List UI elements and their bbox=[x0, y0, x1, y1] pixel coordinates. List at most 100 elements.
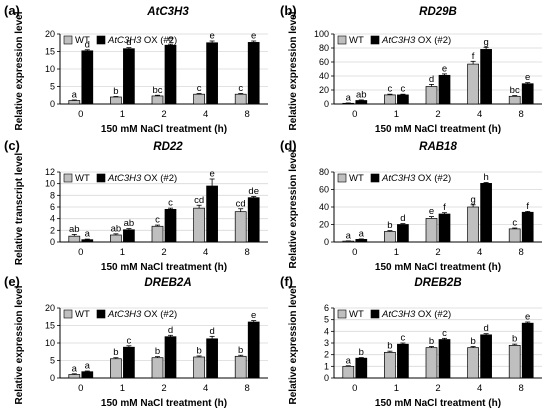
bar-wt bbox=[110, 96, 122, 105]
x-axis-label: 150 mM NaCl treatment (h) bbox=[101, 398, 227, 409]
bar-ox bbox=[397, 94, 409, 105]
legend-swatch-wt bbox=[63, 309, 73, 319]
y-tick-label: 6 bbox=[324, 303, 329, 313]
bar-wt bbox=[110, 234, 122, 243]
bar-ox bbox=[164, 208, 177, 243]
y-tick-label: 0 bbox=[50, 237, 55, 247]
x-tick-label: 2 bbox=[161, 109, 166, 120]
significance-letter: c bbox=[155, 215, 160, 226]
legend-swatch-wt bbox=[63, 35, 73, 45]
x-tick-label: 4 bbox=[477, 247, 482, 258]
significance-letter: d bbox=[126, 37, 131, 48]
significance-letter: d bbox=[209, 326, 214, 337]
x-axis-label: 150 mM NaCl treatment (h) bbox=[375, 398, 501, 409]
bar-ox bbox=[355, 239, 368, 243]
y-tick-label: 10 bbox=[45, 338, 55, 348]
y-tick-label: 4 bbox=[324, 326, 329, 336]
significance-letter: e bbox=[251, 31, 256, 42]
legend-swatch-wt bbox=[63, 173, 73, 183]
legend-label-wt: WT bbox=[75, 309, 90, 320]
significance-letter: e bbox=[168, 34, 173, 45]
x-tick-label: 1 bbox=[394, 383, 399, 394]
significance-letter: f bbox=[526, 201, 529, 212]
panel-label: (e) bbox=[4, 274, 20, 289]
significance-letter: bc bbox=[510, 85, 520, 96]
x-tick-label: 8 bbox=[245, 383, 250, 394]
y-tick-label: 20 bbox=[319, 85, 329, 95]
bar-ox bbox=[247, 42, 260, 105]
significance-letter: de bbox=[248, 186, 259, 197]
legend-swatch-ox bbox=[96, 173, 106, 183]
x-axis-label: 150 mM NaCl treatment (h) bbox=[101, 124, 227, 135]
chart-title: RD22 bbox=[153, 141, 183, 153]
legend-label-wt: WT bbox=[349, 173, 364, 184]
significance-letter: b bbox=[359, 347, 364, 358]
y-tick-label: 0 bbox=[324, 99, 329, 109]
bar-wt bbox=[467, 206, 479, 243]
bar-wt bbox=[384, 351, 396, 379]
y-axis-label: Relative expression level bbox=[14, 285, 25, 404]
y-tick-label: 0 bbox=[50, 373, 55, 383]
y-tick-label: 4 bbox=[50, 214, 55, 224]
y-tick-label: 2 bbox=[324, 350, 329, 360]
bar-ox bbox=[206, 42, 218, 105]
bar-ox bbox=[247, 197, 260, 243]
x-tick-label: 8 bbox=[245, 247, 250, 258]
bar-ox bbox=[480, 183, 492, 243]
significance-letter: f bbox=[472, 51, 475, 62]
x-tick-label: 0 bbox=[78, 109, 83, 120]
x-tick-label: 0 bbox=[352, 383, 357, 394]
legend-swatch-ox bbox=[370, 173, 380, 183]
panel-label: (b) bbox=[280, 3, 297, 18]
x-axis-label: 150 mM NaCl treatment (h) bbox=[101, 262, 227, 273]
y-tick-label: 15 bbox=[45, 321, 55, 331]
panel-label: (f) bbox=[280, 274, 293, 289]
legend-label-wt: WT bbox=[349, 35, 364, 46]
bar-ox bbox=[438, 339, 451, 379]
significance-letter: c bbox=[197, 83, 202, 94]
x-tick-label: 2 bbox=[161, 247, 166, 258]
x-axis-label: 150 mM NaCl treatment (h) bbox=[375, 124, 501, 135]
x-tick-label: 8 bbox=[245, 109, 250, 120]
y-axis-label: Relative expression level bbox=[288, 285, 299, 404]
chart-title: AtC3H3 bbox=[146, 6, 189, 18]
panel-label: (c) bbox=[4, 138, 20, 153]
legend-label-wt: WT bbox=[75, 173, 90, 184]
y-axis-label: Relative expression level bbox=[14, 11, 25, 130]
legend-swatch-wt bbox=[337, 35, 347, 45]
significance-letter: b bbox=[196, 345, 201, 356]
x-tick-label: 4 bbox=[203, 383, 208, 394]
significance-letter: b bbox=[155, 346, 160, 357]
significance-letter: cd bbox=[194, 195, 204, 206]
significance-letter: b bbox=[429, 336, 434, 347]
significance-letter: a bbox=[346, 230, 352, 241]
significance-letter: a bbox=[72, 89, 78, 100]
y-tick-label: 2 bbox=[50, 225, 55, 235]
significance-letter: b bbox=[512, 334, 517, 345]
significance-letter: d bbox=[429, 74, 434, 85]
bar-wt bbox=[234, 93, 247, 105]
chart-title: RAB18 bbox=[419, 141, 457, 153]
bar-ox bbox=[123, 346, 135, 379]
bar-wt bbox=[467, 63, 479, 105]
legend-swatch-wt bbox=[337, 173, 347, 183]
x-tick-label: 0 bbox=[352, 247, 357, 258]
x-tick-label: 8 bbox=[519, 109, 524, 120]
x-tick-label: 2 bbox=[435, 247, 440, 258]
significance-letter: a bbox=[346, 92, 352, 103]
bar-wt bbox=[151, 225, 164, 243]
bar-wt bbox=[193, 356, 205, 379]
x-tick-label: 2 bbox=[161, 383, 166, 394]
significance-letter: b bbox=[387, 341, 392, 352]
bar-ox bbox=[480, 49, 492, 105]
x-tick-label: 1 bbox=[120, 247, 125, 258]
y-axis-label: Relative expression level bbox=[288, 149, 299, 268]
x-tick-label: 0 bbox=[78, 247, 83, 258]
y-tick-label: 20 bbox=[45, 29, 55, 39]
x-tick-label: 0 bbox=[78, 383, 83, 394]
bar-ox bbox=[123, 48, 135, 105]
significance-letter: e bbox=[525, 312, 530, 323]
legend-label-ox: AtC3H3 OX (#2) bbox=[381, 173, 451, 184]
